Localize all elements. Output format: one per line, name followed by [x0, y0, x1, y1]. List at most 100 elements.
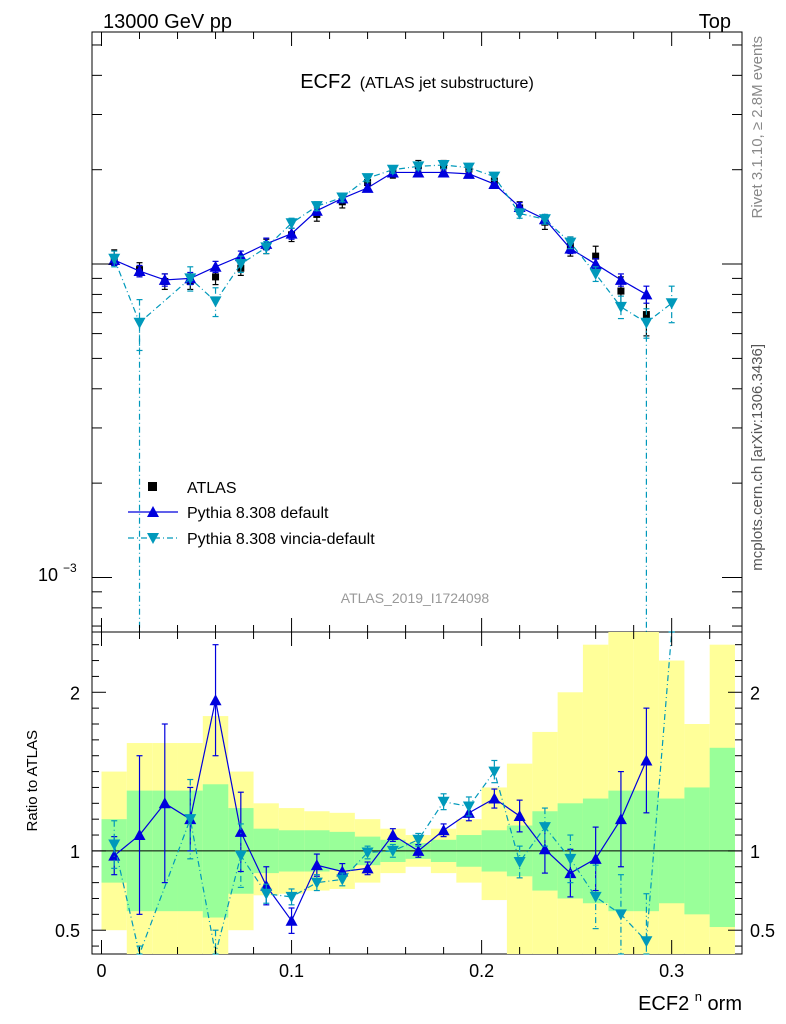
atlas-data-point	[592, 252, 600, 260]
default-ratio-point	[310, 859, 323, 871]
vincia-upper-point	[310, 201, 323, 213]
vincia-ratio-point	[361, 847, 374, 859]
default-upper-line	[113, 171, 647, 295]
legend-vincia-label: Pythia 8.308 vincia-default	[187, 531, 375, 548]
x-tick-label: 0	[96, 961, 106, 981]
vincia-ratio-point	[488, 766, 501, 778]
x-axis-label: ECF2 n orm	[638, 984, 742, 1015]
legend-atlas-label: ATLAS	[187, 480, 237, 497]
vincia-upper-point	[108, 253, 121, 265]
vincia-ratio-point	[336, 874, 349, 886]
upper-y-tick-exp: −3	[63, 561, 77, 575]
vincia-upper-point	[665, 298, 678, 310]
default-ratio-point	[133, 829, 146, 841]
vincia-ratio-point	[589, 891, 602, 903]
ratio-y-tick-label-left: 0.5	[55, 921, 80, 941]
vincia-ratio-point	[564, 853, 577, 865]
vincia-ratio-point	[234, 850, 247, 862]
default-ratio-point	[336, 865, 349, 877]
ratio-y-tick-label-right: 0.5	[750, 921, 775, 941]
ratio-axis-label: Ratio to ATLAS	[24, 730, 41, 831]
vincia-upper-point	[640, 317, 653, 329]
default-ratio-point	[513, 810, 526, 821]
vincia-ratio-point	[437, 796, 450, 808]
vincia-upper-point	[234, 259, 247, 271]
vincia-upper-point	[513, 208, 526, 220]
x-axis-label-sup: n	[695, 989, 702, 1004]
vincia-upper-point	[462, 162, 475, 174]
default-upper-point	[614, 273, 627, 285]
default-ratio-point	[234, 825, 247, 837]
chart-title: ECF2 (ATLAS jet substructure)	[300, 71, 534, 93]
default-upper-point	[488, 178, 501, 190]
default-ratio-point	[488, 792, 501, 804]
vincia-upper-point	[614, 301, 627, 313]
default-ratio-point	[386, 829, 399, 841]
default-ratio-point	[361, 862, 374, 874]
default-ratio-point	[285, 914, 298, 926]
x-tick-label: 0.3	[659, 961, 684, 981]
vincia-ratio-point	[285, 891, 298, 903]
vincia-upper-point	[133, 317, 146, 329]
chart-title-main: ECF2	[300, 71, 351, 93]
default-upper-point	[158, 273, 171, 285]
default-upper-point	[437, 166, 450, 178]
x-tick-label: 0.2	[469, 961, 494, 981]
chart-subtitle: (ATLAS jet substructure)	[360, 75, 534, 92]
vincia-ratio-point	[513, 857, 526, 868]
legend-vincia-marker	[147, 533, 159, 544]
default-ratio-point	[437, 824, 450, 836]
rivet-version-label: Rivet 3.1.10, ≥ 2.8M events	[749, 36, 766, 219]
upper-y-tick-base: 10	[38, 565, 58, 585]
process-label: Top	[699, 11, 731, 33]
ratio-y-tick-label-right: 2	[750, 683, 760, 703]
default-ratio-point	[209, 694, 222, 706]
vincia-upper-point	[538, 214, 551, 226]
vincia-upper-point	[412, 161, 425, 173]
vincia-ratio-point	[386, 845, 399, 857]
default-ratio-point	[614, 813, 627, 825]
ratio-plot-frame	[91, 631, 743, 955]
default-ratio-point	[412, 844, 425, 856]
default-upper-point	[285, 227, 298, 239]
vincia-ratio-point	[310, 877, 323, 889]
vincia-upper-point	[260, 242, 273, 254]
mcplots-url-label: mcplots.cern.ch [arXiv:1306.3436]	[749, 344, 766, 571]
vincia-ratio-point	[462, 801, 475, 813]
vincia-upper-point	[488, 171, 501, 183]
vincia-ratio-point	[184, 814, 197, 826]
x-axis-label-main: ECF2	[638, 993, 689, 1015]
vincia-upper-point	[437, 160, 450, 172]
vincia-upper-line	[113, 164, 673, 324]
default-ratio-line	[113, 700, 647, 922]
vincia-upper-point	[184, 273, 197, 285]
vincia-ratio-point	[640, 936, 653, 948]
x-axis-label-tail: orm	[708, 993, 742, 1015]
default-upper-point	[133, 265, 146, 277]
ratio-panel	[92, 631, 742, 957]
default-upper-point	[640, 288, 653, 300]
vincia-upper-point	[361, 173, 374, 185]
vincia-upper-point	[386, 164, 399, 176]
legend-default-label: Pythia 8.308 default	[187, 505, 329, 522]
collision-energy-label: 13000 GeV pp	[103, 11, 232, 33]
upper-panel	[108, 159, 678, 632]
default-upper-point	[209, 260, 222, 272]
vincia-upper-point	[589, 268, 602, 280]
axes: 0 0.1 0.2 0.3 0.5 0.5 1 1 2 2	[55, 32, 775, 981]
atlas-data-point	[617, 287, 625, 295]
vincia-upper-point	[209, 296, 222, 308]
ratio-y-tick-label-right: 1	[750, 842, 760, 862]
default-ratio-point	[158, 797, 171, 809]
legend-atlas-marker	[148, 482, 157, 491]
default-ratio-point	[589, 852, 602, 864]
ratio-band-inner	[709, 747, 735, 928]
vincia-ratio-point	[260, 888, 273, 900]
legend: ATLAS Pythia 8.308 default Pythia 8.308 …	[128, 480, 375, 548]
vincia-upper-point	[336, 192, 349, 204]
default-ratio-point	[640, 754, 653, 766]
vincia-ratio-point	[108, 839, 121, 851]
ratio-y-tick-label-left: 1	[70, 842, 80, 862]
default-upper-point	[361, 181, 374, 193]
